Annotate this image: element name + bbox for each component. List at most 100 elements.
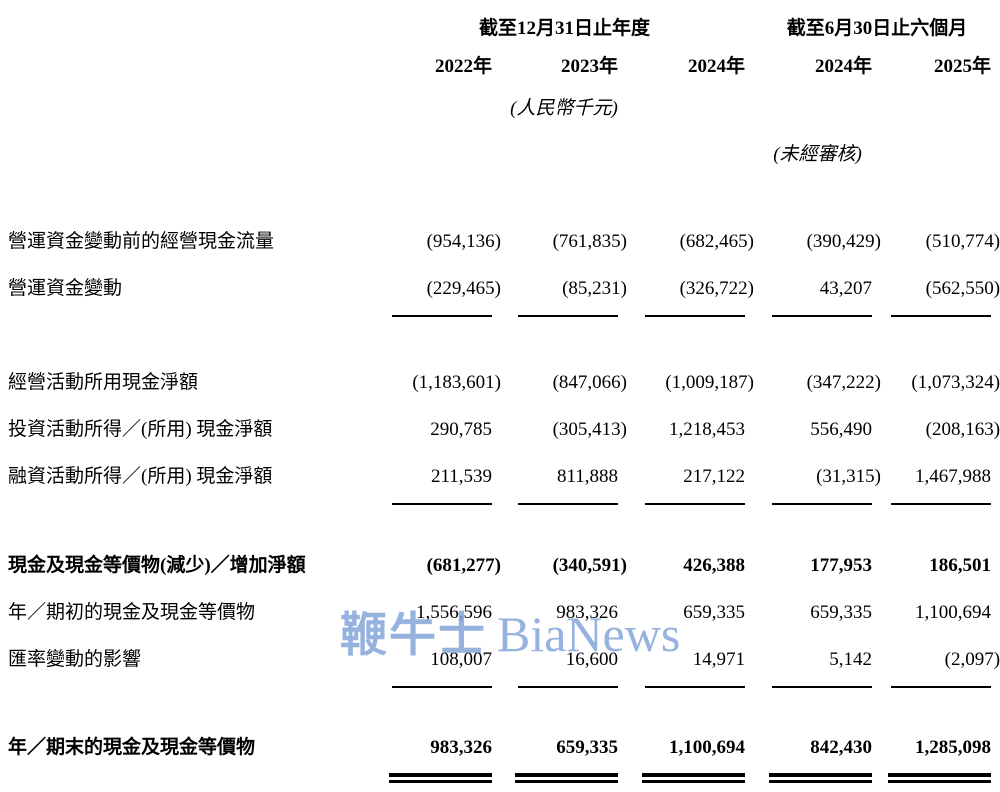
cell-value: 211,539 [430, 465, 492, 487]
cell-value: 659,335 [810, 601, 873, 623]
spacer-cell [0, 122, 754, 166]
column-group-interim: 截至6月30日止六個月 [786, 18, 968, 40]
double-underline-rule [888, 773, 992, 783]
cell-value: 842,430 [810, 736, 873, 758]
cell-value: (2,097) [944, 648, 1000, 670]
cell-value: 426,388 [683, 554, 746, 576]
year-header-2024-interim: 2024年 [815, 56, 873, 78]
table-row-net-cash-financing: 融資活動所得／(所用) 現金淨額 211,539 811,888 217,122… [0, 453, 1000, 500]
underline-rule [891, 503, 992, 505]
underline-rule [891, 686, 992, 688]
double-underline-rule [769, 773, 873, 783]
cell-value: (510,774) [925, 230, 1000, 252]
cell-value: (390,429) [806, 230, 882, 252]
cell-value: 5,142 [829, 648, 873, 670]
cell-value: 811,888 [556, 465, 618, 487]
table-row-cash-at-end: 年／期末的現金及現金等價物 983,326 659,335 1,100,694 … [0, 724, 1000, 771]
cell-value: 186,501 [929, 554, 992, 576]
cell-value: 1,218,453 [669, 418, 746, 440]
underline-rule [518, 315, 618, 317]
cell-value: 1,467,988 [915, 465, 992, 487]
table-row-net-cash-investing: 投資活動所得／(所用) 現金淨額 290,785 (305,413) 1,218… [0, 406, 1000, 453]
column-group-annual: 截至12月31日止年度 [479, 18, 651, 40]
spacer-cell [627, 82, 754, 122]
underline-rule [392, 686, 492, 688]
spacer-cell [0, 312, 375, 326]
cell-value: 1,100,694 [915, 601, 992, 623]
spacer-cell [375, 82, 501, 122]
spacer-cell [0, 771, 375, 787]
year-header-2024: 2024年 [688, 56, 746, 78]
unaudited-note: (未經審核) [773, 144, 862, 166]
cell-value: 16,600 [565, 648, 618, 670]
spacer-cell [881, 82, 1000, 122]
cell-value: 659,335 [683, 601, 746, 623]
underline-rule [518, 686, 618, 688]
double-underline-rule [642, 773, 746, 783]
year-header-row: 2022年 2023年 2024年 2024年 2025年 [0, 46, 1000, 82]
underline-rule [772, 315, 873, 317]
cell-value: (31,315) [816, 465, 882, 487]
spacer-cell [0, 46, 375, 82]
cell-value: 108,007 [430, 648, 492, 670]
underline-rule [645, 315, 746, 317]
spacer-cell [881, 122, 1000, 166]
currency-note-row: (人民幣千元) [0, 82, 1000, 122]
cell-value: (326,722) [679, 277, 755, 299]
cell-value: (1,009,187) [665, 371, 755, 393]
section-rule-row [0, 683, 1000, 697]
spacer-cell [0, 82, 375, 122]
cell-value: (229,465) [426, 277, 501, 299]
cell-value: (347,222) [806, 371, 882, 393]
unaudited-note-row: (未經審核) [0, 122, 1000, 166]
underline-rule [891, 315, 992, 317]
cell-value: (340,591) [552, 554, 627, 576]
spacer-cell [754, 82, 881, 122]
underline-rule [645, 503, 746, 505]
double-underline-rule [389, 773, 492, 783]
underline-rule [772, 686, 873, 688]
table-row-net-cash-operating: 經營活動所用現金淨額 (1,183,601) (847,066) (1,009,… [0, 359, 1000, 406]
row-label: 年／期初的現金及現金等價物 [8, 601, 256, 623]
cell-value: 983,326 [430, 736, 492, 758]
cell-value: (847,066) [552, 371, 627, 393]
row-label: 營運資金變動前的經營現金流量 [8, 230, 275, 252]
cell-value: 43,207 [819, 277, 873, 299]
cell-value: 177,953 [810, 554, 873, 576]
spacer-row [0, 697, 1000, 724]
row-label: 投資活動所得／(所用) 現金淨額 [8, 418, 273, 440]
cell-value: 14,971 [692, 648, 746, 670]
table-row-fx-effect: 匯率變動的影響 108,007 16,600 14,971 5,142 (2,0… [0, 636, 1000, 683]
spacer-row [0, 326, 1000, 359]
row-label: 匯率變動的影響 [8, 648, 142, 670]
spacer-cell [0, 500, 375, 514]
cell-value: 659,335 [556, 736, 618, 758]
underline-rule [392, 503, 492, 505]
row-label: 營運資金變動 [8, 277, 123, 299]
table-row-working-capital-changes: 營運資金變動 (229,465) (85,231) (326,722) 43,2… [0, 265, 1000, 312]
cell-value: (305,413) [552, 418, 627, 440]
section-rule-row [0, 500, 1000, 514]
cell-value: (681,277) [426, 554, 501, 576]
cell-value: 1,100,694 [669, 736, 746, 758]
cell-value: (1,073,324) [911, 371, 1000, 393]
double-underline-rule [515, 773, 618, 783]
cell-value: (1,183,601) [412, 371, 501, 393]
underline-rule [518, 503, 618, 505]
spacer-row [0, 166, 1000, 218]
underline-rule [645, 686, 746, 688]
spacer-cell [0, 683, 375, 697]
column-group-header-row: 截至12月31日止年度 截至6月30日止六個月 [0, 0, 1000, 46]
row-label: 經營活動所用現金淨額 [8, 371, 199, 393]
cell-value: 1,285,098 [915, 736, 992, 758]
year-header-2023: 2023年 [560, 56, 618, 78]
table-row-cash-at-beginning: 年／期初的現金及現金等價物 1,556,596 983,326 659,335 … [0, 589, 1000, 636]
spacer-cell [0, 0, 375, 46]
spacer-row [0, 514, 1000, 542]
cell-value: (85,231) [562, 277, 627, 299]
cell-value: (954,136) [426, 230, 501, 252]
row-label: 現金及現金等價物(減少)／增加淨額 [8, 554, 306, 576]
underline-rule [772, 503, 873, 505]
